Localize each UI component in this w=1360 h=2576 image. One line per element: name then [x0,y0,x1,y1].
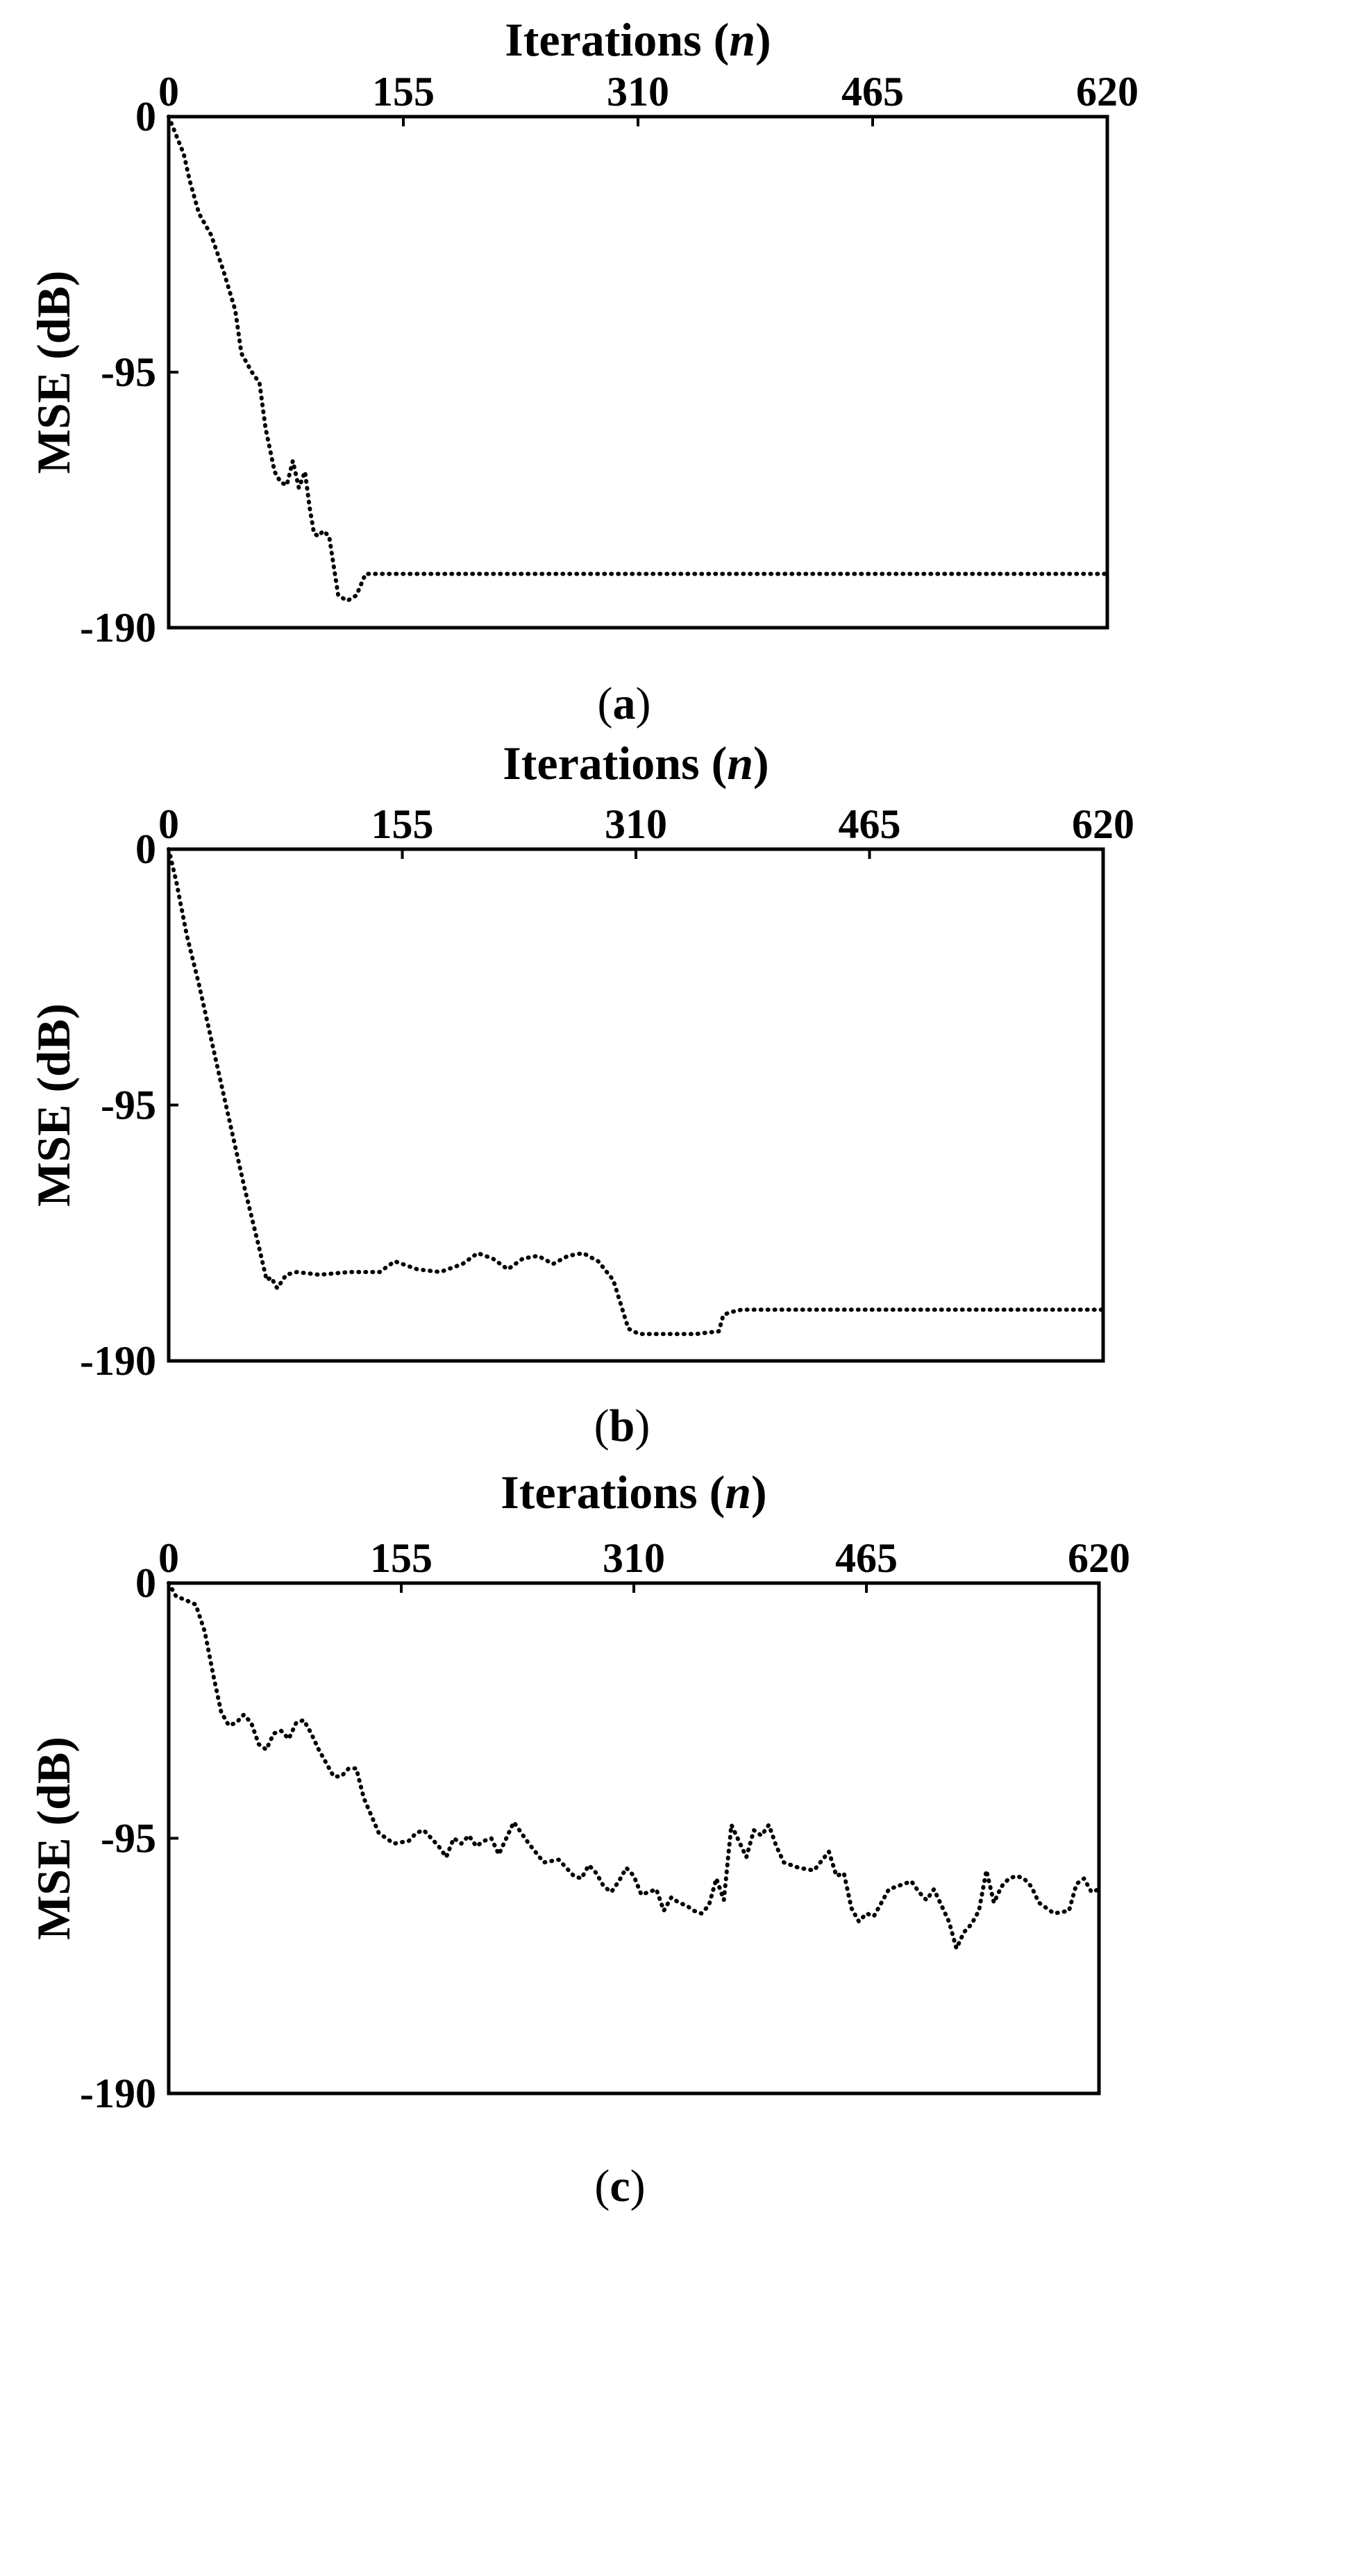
x-axis-title: Iterations (n) [503,737,769,789]
x-tick-label: 0 [158,69,179,115]
panel-caption-letter: c [610,2161,630,2211]
y-tick-label: 0 [135,826,156,872]
plot-frame [167,115,1109,630]
x-axis-title-variable: n [725,1466,751,1519]
x-axis-title-close: ) [753,737,769,789]
y-tick-label: -95 [101,349,156,395]
chart-panel-b: 0 155 310 465 620 0 -95 -190 Iterations (n) MSE (… [27,737,1134,1451]
y-tick-label: -190 [80,2071,156,2116]
x-axis-title-close: ) [755,13,771,66]
panel-caption: (b) [594,1400,650,1451]
x-tick-label: 620 [1072,801,1134,847]
x-axis-title-variable: n [727,737,753,789]
x-tick-label: 310 [605,801,667,847]
y-tick-label: -190 [80,1338,156,1384]
panel-caption-letter: a [613,678,636,729]
panel-caption-letter: b [610,1400,635,1451]
series-line-0 [167,847,1105,1337]
y-axis-title: MSE (dB) [27,1003,80,1207]
x-tick-label: 310 [603,1535,665,1581]
plot-frame [167,847,1105,1363]
panel-caption: (c) [594,2161,645,2211]
x-tick-label: 465 [835,1535,898,1581]
x-tick-label: 155 [370,1535,433,1581]
x-axis-title-text: Iterations ( [501,1466,725,1519]
x-axis-title: Iterations (n) [505,13,771,66]
x-axis-title-text: Iterations ( [505,13,729,66]
y-tick-label: 0 [135,1560,156,1606]
y-axis-title: MSE (dB) [27,271,80,474]
x-axis-title-close: ) [751,1466,767,1519]
x-tick-label: 310 [607,69,669,115]
y-tick-label: -95 [101,1082,156,1128]
x-tick-label: 620 [1076,69,1139,115]
x-tick-label: 0 [158,801,179,847]
x-axis-title: Iterations (n) [501,1466,766,1519]
x-tick-label: 0 [158,1535,179,1581]
chart-panel-c: 0 155 310 465 620 0 -95 -190 Iterations (n) MSE (… [27,1466,1130,2211]
panel-caption: (a) [598,678,651,729]
plot-frame [167,1581,1101,2096]
series-line-0 [167,115,1109,603]
x-tick-label: 620 [1068,1535,1130,1581]
x-tick-label: 155 [371,801,434,847]
y-tick-label: -190 [80,605,156,651]
x-tick-label: 465 [841,69,904,115]
y-tick-label: -95 [101,1816,156,1862]
chart-panel-a: 0 155 310 465 620 0 -95 -190 Iterations (n) MSE (… [27,13,1139,729]
x-tick-label: 155 [372,69,435,115]
x-tick-label: 465 [839,801,901,847]
series-line-0 [167,1581,1101,1951]
y-axis-title: MSE (dB) [27,1737,80,1940]
x-axis-title-text: Iterations ( [503,737,727,789]
y-tick-label: 0 [135,94,156,140]
x-axis-title-variable: n [729,13,755,66]
